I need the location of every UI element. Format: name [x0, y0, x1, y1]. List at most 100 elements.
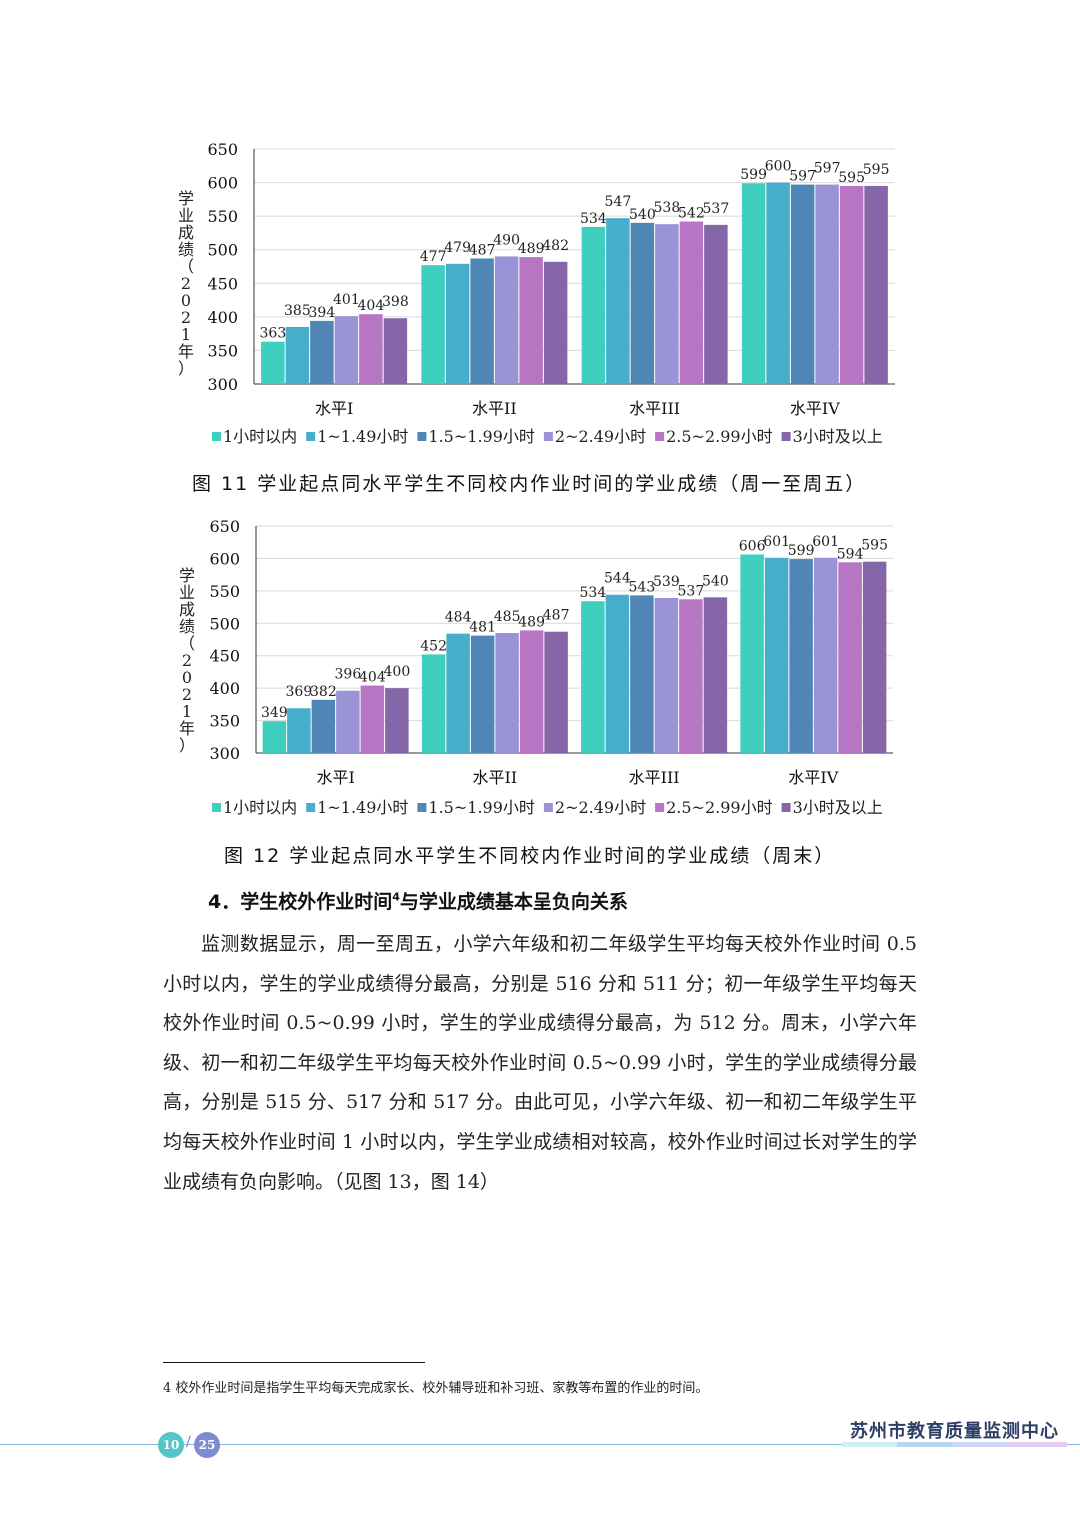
legend-label: 1~1.49小时 [317, 798, 408, 817]
bar [495, 633, 519, 753]
org-bar-4 [1007, 1442, 1067, 1447]
bar [421, 654, 446, 753]
legend-swatch [655, 432, 665, 441]
y-tick-label: 350 [207, 341, 238, 360]
bar [815, 184, 839, 384]
y-tick-label: 550 [209, 582, 240, 601]
y-axis-label: 学业成绩（ 2 0 2 1 年） [178, 189, 194, 378]
org-bar-2 [897, 1442, 952, 1447]
section-heading-tail: 与学业成绩基本呈负向关系 [399, 891, 628, 913]
legend-label: 3小时及以上 [793, 427, 883, 446]
y-tick-label: 600 [209, 549, 240, 568]
bar [385, 688, 409, 753]
legend-swatch [543, 432, 553, 441]
bar [740, 554, 764, 753]
data-label: 597 [789, 169, 816, 185]
data-label: 537 [703, 201, 730, 217]
org-bar-3 [952, 1442, 1007, 1447]
bar [519, 257, 543, 384]
bar [862, 561, 887, 753]
legend-swatch [417, 803, 427, 812]
legend-swatch [306, 432, 316, 441]
x-tick-label: 水平III [629, 768, 680, 787]
legend-swatch [781, 432, 791, 441]
y-tick-label: 500 [207, 241, 238, 260]
footnote-marker: 4 [392, 890, 400, 904]
bar [311, 699, 336, 753]
bar [287, 708, 311, 753]
bar [470, 258, 494, 384]
y-tick-label: 600 [207, 174, 238, 193]
bar [285, 326, 310, 384]
bar [359, 314, 383, 384]
bar [764, 557, 789, 753]
legend-label: 1小时以内 [223, 427, 297, 446]
page-current: 10 [158, 1432, 184, 1458]
footnote-rule [163, 1362, 425, 1363]
bar [445, 263, 470, 384]
section-heading-text: 4．学生校外作业时间 [208, 891, 393, 913]
x-tick-label: 水平II [472, 399, 517, 418]
footnote: 4 校外作业时间是指学生平均每天完成家长、校外辅导班和补习班、家教等布置的作业的… [163, 1381, 709, 1396]
bar [494, 256, 519, 384]
legend-label: 2~2.49小时 [555, 427, 646, 446]
x-tick-label: 水平I [316, 768, 354, 787]
x-tick-label: 水平II [473, 768, 518, 787]
data-label: 477 [420, 249, 447, 265]
legend-swatch [212, 803, 221, 812]
data-label: 599 [740, 167, 767, 183]
data-label: 542 [678, 206, 705, 222]
y-tick-label: 400 [207, 308, 238, 327]
bar [703, 597, 728, 753]
legend-swatch [781, 803, 791, 812]
legend-label: 2.5~2.99小时 [666, 427, 772, 446]
data-label: 385 [284, 303, 311, 319]
bar [790, 184, 815, 384]
bar [446, 633, 470, 753]
data-label: 404 [358, 298, 385, 314]
y-tick-label: 650 [209, 517, 240, 536]
bar [421, 265, 445, 384]
data-label: 487 [469, 242, 496, 258]
section-heading: 4．学生校外作业时间4与学业成绩基本呈负向关系 [208, 887, 628, 914]
data-label: 606 [739, 539, 766, 555]
bar [383, 318, 408, 384]
data-label: 404 [359, 670, 386, 686]
data-label: 601 [763, 534, 790, 550]
x-tick-label: 水平I [315, 399, 353, 418]
bar [630, 595, 654, 753]
data-label: 540 [629, 207, 656, 223]
y-tick-label: 300 [207, 375, 238, 394]
data-label: 594 [837, 546, 864, 562]
figure-11-svg: 300 350 400 450 500 550 600 650 学业成绩（ 2 0 2 1 年） 363 38… [178, 140, 895, 446]
bar [360, 685, 385, 753]
data-label: 482 [542, 238, 569, 254]
bar [839, 185, 864, 384]
bar [864, 185, 888, 384]
y-tick-label: 500 [209, 614, 240, 633]
data-label: 543 [629, 579, 656, 595]
data-label: 481 [469, 620, 496, 636]
legend-label: 1.5~1.99小时 [428, 427, 534, 446]
y-tick-label: 400 [209, 679, 240, 698]
data-label: 595 [863, 162, 890, 178]
data-label: 600 [765, 159, 792, 175]
data-label: 382 [310, 684, 337, 700]
data-label: 489 [518, 614, 545, 630]
data-label: 394 [309, 305, 336, 321]
page-separator: / [186, 1434, 191, 1450]
data-label: 547 [605, 194, 632, 210]
data-label: 595 [838, 170, 865, 186]
body-paragraph: 监测数据显示，周一至周五，小学六年级和初二年级学生平均每天校外作业时间 0.5 … [163, 933, 917, 1193]
y-tick-label: 650 [207, 140, 238, 159]
organization-logo-text: 苏州市教育质量监测中心 [850, 1421, 1059, 1442]
page-total: 25 [194, 1432, 220, 1458]
legend-swatch [306, 803, 316, 812]
legend-swatch [212, 432, 221, 441]
bar [470, 635, 495, 753]
y-tick-label: 300 [209, 744, 240, 763]
bar [262, 721, 287, 753]
y-tick-label: 450 [209, 647, 240, 666]
bar [544, 631, 568, 753]
data-label: 599 [788, 543, 815, 559]
